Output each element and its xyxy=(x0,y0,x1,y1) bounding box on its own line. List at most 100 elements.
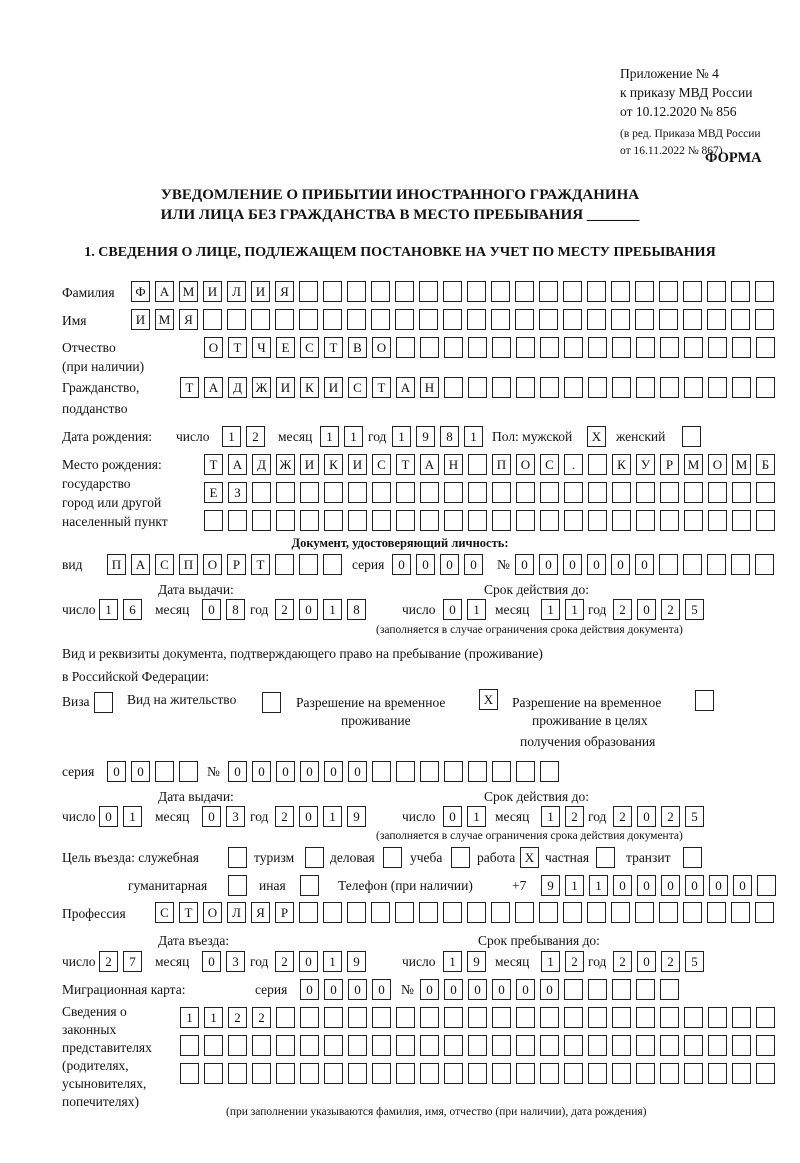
char-cell[interactable]: X xyxy=(479,689,498,710)
char-cell[interactable]: 0 xyxy=(300,979,319,1000)
char-cell[interactable]: 9 xyxy=(347,951,366,972)
char-cell[interactable]: 0 xyxy=(420,979,439,1000)
char-cell[interactable] xyxy=(228,847,247,868)
char-cell[interactable] xyxy=(372,1035,391,1056)
char-cell[interactable] xyxy=(732,1063,751,1084)
char-cell[interactable] xyxy=(732,510,751,531)
char-cell[interactable]: Т xyxy=(228,337,247,358)
char-cell[interactable] xyxy=(371,902,390,923)
char-cell[interactable]: Ж xyxy=(276,454,295,475)
char-cell[interactable] xyxy=(612,377,631,398)
char-cell[interactable] xyxy=(684,482,703,503)
char-cell[interactable] xyxy=(612,482,631,503)
char-cell[interactable] xyxy=(611,309,630,330)
char-cell[interactable] xyxy=(251,309,270,330)
char-cell[interactable]: 2 xyxy=(275,951,294,972)
char-cell[interactable]: И xyxy=(348,454,367,475)
char-cell[interactable]: Л xyxy=(227,902,246,923)
char-cell[interactable] xyxy=(540,761,559,782)
char-cell[interactable]: 2 xyxy=(661,599,680,620)
char-cell[interactable]: 9 xyxy=(541,875,560,896)
char-cell[interactable]: 9 xyxy=(416,426,435,447)
char-cell[interactable]: И xyxy=(276,377,295,398)
char-cell[interactable] xyxy=(684,1035,703,1056)
char-cell[interactable] xyxy=(252,482,271,503)
char-cell[interactable] xyxy=(564,1035,583,1056)
char-cell[interactable] xyxy=(612,1007,631,1028)
char-cell[interactable] xyxy=(588,1007,607,1028)
char-cell[interactable]: Ж xyxy=(252,377,271,398)
char-cell[interactable] xyxy=(299,554,318,575)
char-cell[interactable]: . xyxy=(564,454,583,475)
char-cell[interactable]: 0 xyxy=(492,979,511,1000)
char-cell[interactable] xyxy=(467,281,486,302)
char-cell[interactable] xyxy=(563,902,582,923)
char-cell[interactable] xyxy=(707,281,726,302)
char-cell[interactable] xyxy=(347,309,366,330)
char-cell[interactable]: О xyxy=(516,454,535,475)
char-cell[interactable] xyxy=(299,281,318,302)
char-cell[interactable]: 1 xyxy=(323,951,342,972)
char-cell[interactable] xyxy=(611,902,630,923)
char-cell[interactable] xyxy=(300,482,319,503)
char-cell[interactable] xyxy=(492,1007,511,1028)
char-cell[interactable] xyxy=(588,482,607,503)
char-cell[interactable] xyxy=(588,454,607,475)
char-cell[interactable]: 0 xyxy=(440,554,459,575)
char-cell[interactable] xyxy=(468,454,487,475)
char-cell[interactable] xyxy=(262,692,281,713)
char-cell[interactable] xyxy=(396,337,415,358)
char-cell[interactable]: 5 xyxy=(685,951,704,972)
char-cell[interactable] xyxy=(444,1007,463,1028)
char-cell[interactable] xyxy=(371,281,390,302)
char-cell[interactable]: О xyxy=(203,902,222,923)
char-cell[interactable] xyxy=(203,309,222,330)
char-cell[interactable] xyxy=(516,482,535,503)
char-cell[interactable]: 0 xyxy=(685,875,704,896)
char-cell[interactable] xyxy=(564,1007,583,1028)
char-cell[interactable] xyxy=(731,902,750,923)
char-cell[interactable] xyxy=(516,761,535,782)
char-cell[interactable] xyxy=(395,309,414,330)
char-cell[interactable] xyxy=(660,377,679,398)
char-cell[interactable] xyxy=(443,902,462,923)
char-cell[interactable]: 0 xyxy=(563,554,582,575)
char-cell[interactable]: 9 xyxy=(467,951,486,972)
char-cell[interactable] xyxy=(299,902,318,923)
char-cell[interactable]: С xyxy=(155,554,174,575)
char-cell[interactable] xyxy=(395,902,414,923)
char-cell[interactable] xyxy=(372,482,391,503)
char-cell[interactable] xyxy=(468,761,487,782)
char-cell[interactable] xyxy=(396,1035,415,1056)
char-cell[interactable]: 0 xyxy=(252,761,271,782)
char-cell[interactable] xyxy=(323,554,342,575)
char-cell[interactable]: С xyxy=(372,454,391,475)
char-cell[interactable] xyxy=(636,337,655,358)
char-cell[interactable] xyxy=(659,309,678,330)
char-cell[interactable] xyxy=(612,979,631,1000)
char-cell[interactable]: С xyxy=(540,454,559,475)
char-cell[interactable] xyxy=(587,281,606,302)
char-cell[interactable]: 1 xyxy=(320,426,339,447)
char-cell[interactable] xyxy=(94,692,113,713)
char-cell[interactable] xyxy=(372,510,391,531)
char-cell[interactable]: О xyxy=(204,337,223,358)
char-cell[interactable]: X xyxy=(587,426,606,447)
char-cell[interactable] xyxy=(731,309,750,330)
char-cell[interactable] xyxy=(516,377,535,398)
char-cell[interactable] xyxy=(588,1035,607,1056)
char-cell[interactable] xyxy=(708,510,727,531)
char-cell[interactable]: Т xyxy=(372,377,391,398)
char-cell[interactable]: Б xyxy=(756,454,775,475)
char-cell[interactable] xyxy=(755,554,774,575)
char-cell[interactable]: 9 xyxy=(347,806,366,827)
char-cell[interactable] xyxy=(659,281,678,302)
char-cell[interactable]: 0 xyxy=(107,761,126,782)
char-cell[interactable]: 1 xyxy=(344,426,363,447)
char-cell[interactable] xyxy=(468,1063,487,1084)
char-cell[interactable] xyxy=(467,902,486,923)
char-cell[interactable]: 0 xyxy=(300,761,319,782)
char-cell[interactable]: 0 xyxy=(637,875,656,896)
char-cell[interactable] xyxy=(587,309,606,330)
char-cell[interactable] xyxy=(755,902,774,923)
